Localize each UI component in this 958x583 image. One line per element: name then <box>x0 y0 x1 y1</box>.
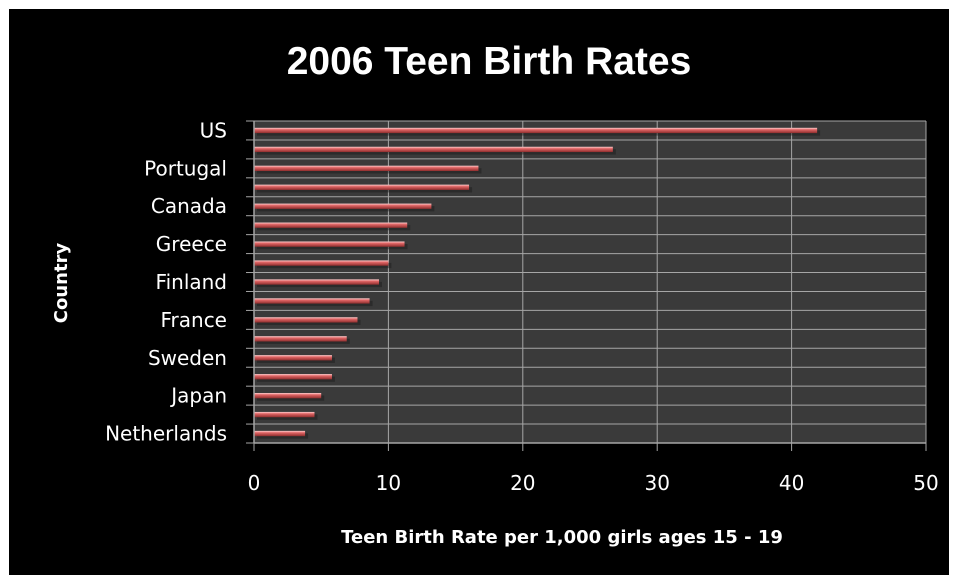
bar <box>254 317 358 323</box>
x-tick-label: 20 <box>510 471 535 495</box>
bars <box>254 127 821 439</box>
y-axis-title: Country <box>51 243 72 324</box>
x-tick-label: 10 <box>376 471 401 495</box>
bar <box>254 392 322 399</box>
y-tick-label: France <box>160 308 227 332</box>
y-tick-label: Portugal <box>144 156 227 180</box>
x-tick-label: 0 <box>248 471 261 495</box>
bar <box>254 355 332 361</box>
bar <box>254 336 347 342</box>
y-tick-label: US <box>200 118 227 142</box>
x-tick-label: 50 <box>913 471 938 495</box>
bar <box>254 241 405 247</box>
axes <box>246 120 927 451</box>
y-tick-label: Finland <box>156 270 227 294</box>
x-tick-label: 30 <box>644 471 669 495</box>
bar <box>254 184 470 190</box>
bar <box>254 165 479 172</box>
bar <box>254 279 379 285</box>
y-tick-label: Canada <box>151 194 227 218</box>
bar <box>254 146 613 153</box>
bar <box>254 411 315 418</box>
y-tick-label: Japan <box>169 384 227 408</box>
bar <box>254 127 818 134</box>
bar <box>254 298 370 304</box>
labels: 0 10 20 30 40 50 US Portugal Canada Greece Finland… <box>105 118 939 495</box>
x-axis-title: Teen Birth Rate per 1,000 girls ages 15 … <box>341 527 783 548</box>
y-tick-label: Netherlands <box>105 422 227 446</box>
bar <box>254 203 432 209</box>
chart-title: 2006 Teen Birth Rates <box>287 40 692 83</box>
bar <box>254 222 408 228</box>
bar <box>254 260 389 266</box>
bar <box>254 430 306 437</box>
x-tick-label: 40 <box>779 471 804 495</box>
y-tick-label: Sweden <box>148 346 227 370</box>
bar <box>254 374 332 380</box>
y-tick-label: Greece <box>156 232 227 256</box>
